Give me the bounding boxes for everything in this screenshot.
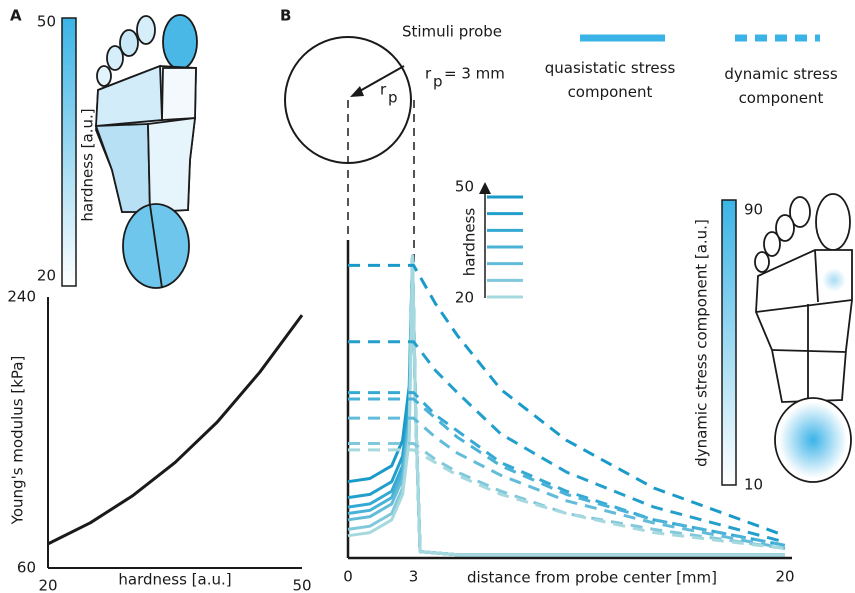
probe-subscript: p	[433, 73, 443, 91]
panel-label: A	[10, 7, 22, 25]
colorbar-tick: 20	[37, 267, 56, 285]
colorbar-label: hardness [a.u.]	[79, 108, 97, 221]
probe-radius: = 3 mm	[444, 65, 505, 83]
data-line	[47, 314, 304, 546]
colorbar	[61, 17, 77, 287]
dynamic-line	[348, 416, 786, 550]
probe-schematic	[284, 36, 415, 262]
foot-map	[754, 193, 853, 483]
data-line	[347, 254, 785, 557]
legend-label: dynamic stress component	[724, 65, 838, 107]
inset-tick: 20	[455, 289, 474, 307]
inset-label: hardness	[461, 208, 479, 277]
x-tick-label: 20	[775, 568, 794, 586]
colorbar-tick: 10	[744, 476, 763, 494]
colorbar-tick: 50	[37, 13, 56, 31]
inset-arrow	[479, 182, 491, 194]
x-axis-label: distance from probe center [mm]	[467, 569, 717, 587]
foot-map	[94, 14, 198, 289]
dynamic-line	[348, 263, 786, 538]
dynamic-line	[348, 442, 786, 550]
y-tick-label: 60	[17, 559, 36, 577]
colorbar-tick: 90	[744, 201, 763, 219]
legend-label: quasistatic stress component	[544, 59, 676, 101]
probe-subscript: p	[388, 89, 398, 107]
colorbar-label: dynamic stress component [a.u.]	[693, 219, 711, 467]
dynamic-line	[348, 397, 786, 547]
x-axis-label: hardness [a.u.]	[118, 571, 231, 589]
x-tick-label: 3	[409, 568, 419, 586]
dynamic-line	[348, 391, 786, 547]
probe-symbol: r	[380, 81, 387, 99]
y-axis-label: Young's modulus [kPa]	[9, 356, 27, 526]
panel-label: B	[280, 7, 291, 25]
colorbar	[721, 199, 737, 486]
x-tick-label: 0	[343, 568, 353, 586]
probe-symbol: r	[425, 65, 432, 83]
x-tick-label: 20	[38, 577, 57, 593]
inset-tick: 50	[455, 178, 474, 196]
dynamic-line	[348, 340, 786, 544]
dynamic-line	[348, 448, 786, 550]
probe-title: Stimuli probe	[402, 23, 502, 41]
y-tick-label: 240	[7, 288, 36, 306]
x-tick-label: 50	[292, 577, 311, 593]
